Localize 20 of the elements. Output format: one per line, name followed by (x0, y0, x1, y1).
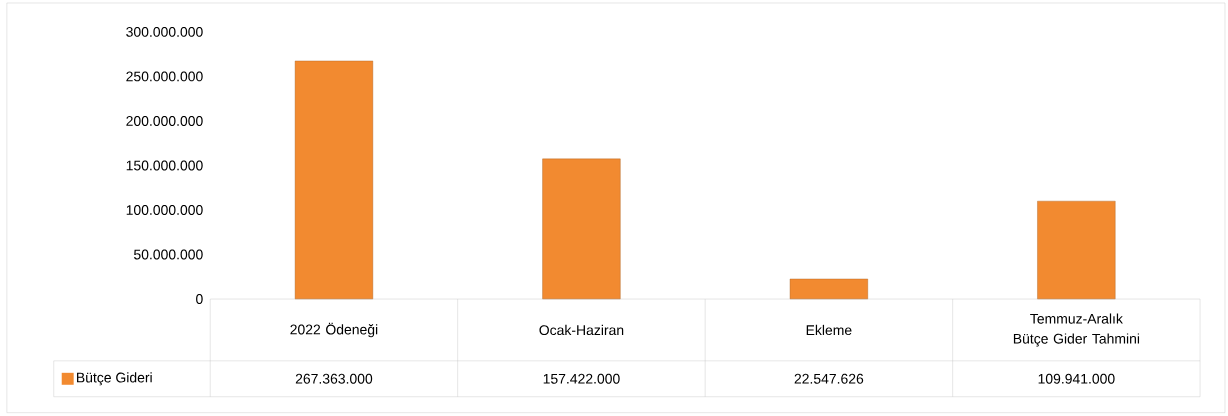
legend-label: Bütçe Gideri (77, 372, 152, 386)
y-tick-label: 150.000.000 (126, 160, 203, 171)
y-tick-label: 100.000.000 (126, 205, 203, 216)
bar (789, 278, 868, 300)
y-tick-label: 0 (196, 294, 203, 305)
y-tick-label: 50.000.000 (133, 249, 203, 260)
x-tick-label: Ekleme (806, 324, 852, 336)
x-tick-label: Temmuz-Aralık Bütçe Gider Tahmini (1013, 313, 1140, 347)
y-tick-label: 250.000.000 (126, 71, 203, 82)
bar (1037, 201, 1116, 300)
y-tick-label: 200.000.000 (126, 116, 203, 127)
y-tick-label: 300.000.000 (126, 27, 203, 37)
data-label: 157.422.000 (543, 374, 620, 384)
data-label: 267.363.000 (295, 374, 373, 384)
x-tick-label: 2022 Ödeneği (290, 322, 378, 338)
data-label: 22.547.626 (794, 374, 864, 384)
data-label: 109.941.000 (1038, 374, 1115, 384)
x-tick-label: Ocak-Haziran (539, 324, 624, 336)
bar (294, 60, 374, 300)
bar (542, 158, 621, 300)
